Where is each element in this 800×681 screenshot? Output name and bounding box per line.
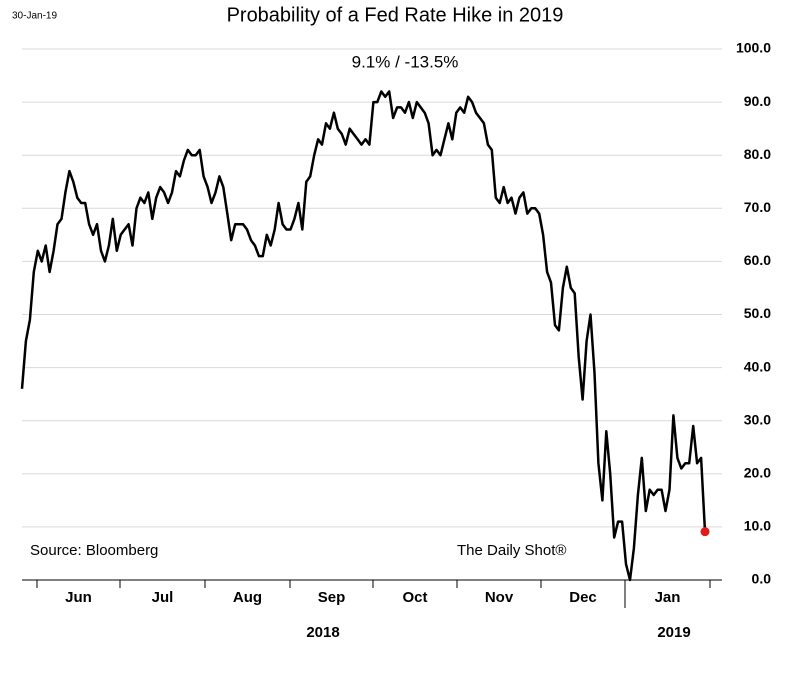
year-label: 2019 [657,624,690,641]
x-tick-label: Jun [65,589,92,606]
chart-title: Probability of a Fed Rate Hike in 2019 [227,4,564,26]
y-tick-label: 60.0 [744,252,771,268]
y-tick-label: 30.0 [744,411,771,427]
source: Source: Bloomberg [30,542,158,559]
y-tick-label: 0.0 [752,571,772,587]
y-tick-label: 40.0 [744,358,771,374]
x-tick-label: Jul [152,589,174,606]
y-tick-label: 20.0 [744,465,771,481]
subtitle: 9.1% / -13.5% [352,52,459,71]
credit: The Daily Shot® [457,542,566,559]
y-tick-label: 90.0 [744,93,771,109]
x-tick-label: Nov [485,589,514,606]
y-tick-label: 50.0 [744,305,771,321]
line [20,90,707,582]
x-tick-label: Oct [402,589,427,606]
x-tick-label: Dec [569,589,597,606]
x-tick-label: Sep [318,589,346,606]
year-label: 2018 [306,624,339,641]
y-tick-label: 70.0 [744,199,771,215]
y-tick-label: 100.0 [736,40,771,56]
last-point [700,527,710,537]
y-tick-label: 10.0 [744,518,771,534]
x-tick-label: Aug [233,589,262,606]
x-tick-label: Jan [655,589,681,606]
y-tick-label: 80.0 [744,146,771,162]
date-label: 30-Jan-19 [12,11,57,22]
